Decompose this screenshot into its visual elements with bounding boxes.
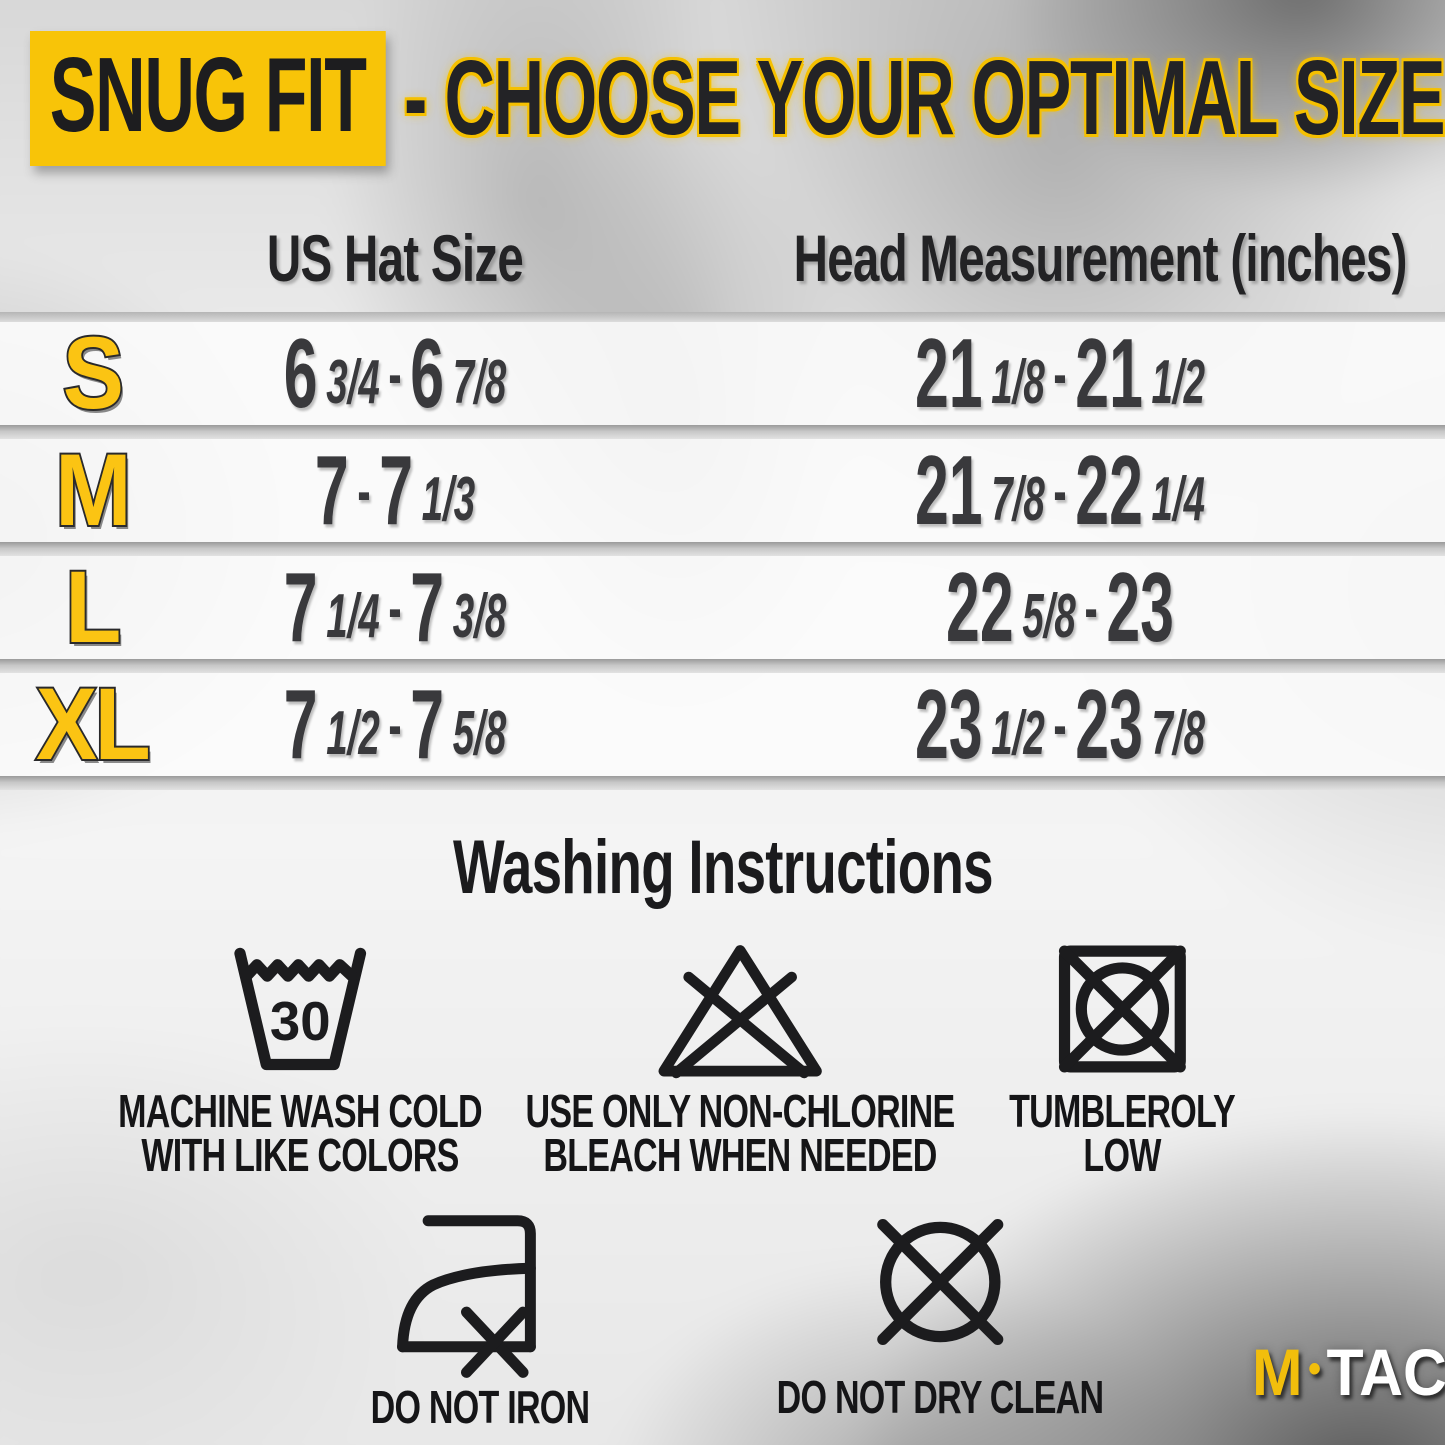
mtac-logo: M • TAC (1252, 1334, 1445, 1410)
care-item-do-not-dry-clean: DO NOT DRY CLEAN (719, 1198, 1160, 1420)
head-measurement-cell: 23 1/2-23 7/8 (914, 669, 1206, 779)
row-divider (0, 425, 1445, 439)
size-label-s: S (61, 314, 126, 432)
logo-tac: TAC (1326, 1335, 1445, 1409)
care-item-bleach: USE ONLY NON-CHLORINE BLEACH WHEN NEEDED (450, 938, 1030, 1181)
tumble-dry-low-icon (1052, 938, 1192, 1080)
page-title: SNUG FIT - CHOOSE YOUR OPTIMAL SIZE (30, 30, 1445, 166)
table-row-xl: XL 7 1/2-7 5/8 23 1/2-23 7/8 (0, 665, 1445, 783)
do-not-iron-icon (375, 1208, 585, 1378)
care-item-machine-wash: 30 MACHINE WASH COLD WITH LIKE COLORS (54, 938, 546, 1181)
hat-size-cell: 7-7 1/3 (314, 435, 476, 545)
care-item-tumble-dry: TUMBLEROLY LOW (969, 938, 1274, 1181)
hat-size-cell: 6 3/4-6 7/8 (283, 318, 507, 428)
size-label-m: M (53, 431, 133, 549)
logo-m: M (1252, 1335, 1303, 1409)
care-label: TUMBLEROLY LOW (1009, 1085, 1236, 1181)
table-header-row: US Hat Size Head Measurement (inches) (0, 212, 1445, 304)
care-label: DO NOT IRON (370, 1381, 591, 1433)
hat-size-cell: 7 1/4-7 3/8 (283, 552, 507, 662)
do-not-dry-clean-icon (860, 1198, 1020, 1366)
row-divider (0, 659, 1445, 673)
logo-dot-icon: • (1308, 1346, 1321, 1391)
head-measurement-cell: 22 5/8-23 (946, 552, 1174, 662)
care-label: DO NOT DRY CLEAN (776, 1371, 1104, 1423)
row-divider (0, 776, 1445, 790)
head-measurement-cell: 21 1/8-21 1/2 (914, 318, 1206, 428)
column-header-us-hat-size: US Hat Size (266, 221, 524, 295)
hat-size-cell: 7 1/2-7 5/8 (283, 669, 507, 779)
row-divider (0, 542, 1445, 556)
size-label-xl: XL (34, 665, 152, 783)
svg-text:30: 30 (270, 991, 331, 1052)
column-header-head-measurement: Head Measurement (inches) (793, 221, 1408, 295)
care-label: USE ONLY NON-CHLORINE BLEACH WHEN NEEDED (525, 1085, 956, 1181)
table-row-l: L 7 1/4-7 3/8 22 5/8-23 (0, 548, 1445, 666)
washing-instructions-title: Washing Instructions (452, 825, 994, 910)
title-rest: CHOOSE YOUR OPTIMAL SIZE (444, 38, 1445, 157)
table-row-m: M 7-7 1/3 21 7/8-22 1/4 (0, 431, 1445, 549)
size-table: S 6 3/4-6 7/8 21 1/8-21 1/2 M 7-7 1/3 21 7/8-2… (0, 312, 1445, 790)
care-label: MACHINE WASH COLD WITH LIKE COLORS (118, 1085, 482, 1181)
care-item-do-not-iron: DO NOT IRON (332, 1208, 628, 1430)
head-measurement-cell: 21 7/8-22 1/4 (914, 435, 1206, 545)
table-row-s: S 6 3/4-6 7/8 21 1/8-21 1/2 (0, 314, 1445, 432)
size-label-l: L (64, 548, 124, 666)
title-highlight: SNUG FIT (30, 30, 386, 166)
machine-wash-30-icon: 30 (220, 938, 380, 1080)
row-divider (0, 312, 1445, 322)
non-chlorine-bleach-icon (651, 938, 829, 1080)
title-dash: - (403, 38, 427, 157)
